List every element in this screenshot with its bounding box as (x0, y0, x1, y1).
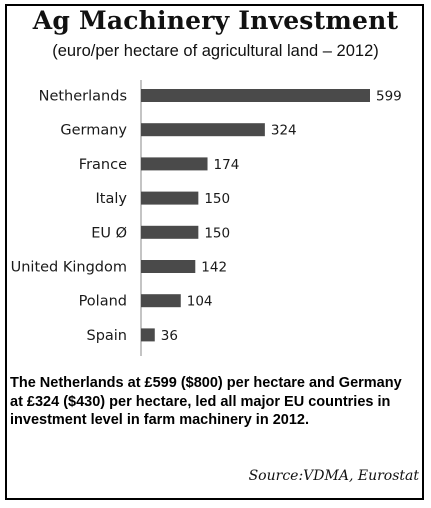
value-label-1: 324 (271, 123, 297, 139)
chart-title: Ag Machinery Investment (32, 6, 399, 35)
category-label-7: Spain (86, 328, 127, 344)
value-label-5: 142 (201, 260, 227, 276)
category-label-2: France (79, 157, 127, 173)
bar-6 (141, 294, 181, 308)
category-label-3: Italy (96, 191, 128, 207)
chart-subtitle: (euro/per hectare of agricultural land –… (52, 42, 379, 60)
value-label-4: 150 (204, 225, 230, 241)
bar-3 (141, 191, 199, 205)
infographic-frame (5, 4, 424, 500)
value-label-2: 174 (214, 157, 240, 173)
value-label-0: 599 (376, 89, 402, 105)
bar-chart: Netherlands 599 Germany 324 France 174 Italy 15… (11, 80, 402, 356)
category-label-6: Poland (79, 294, 127, 310)
category-label-0: Netherlands (39, 89, 127, 105)
bar-2 (141, 157, 208, 171)
value-label-3: 150 (204, 191, 230, 207)
bars-layer: Netherlands 599 Germany 324 France 174 Italy 15… (11, 89, 402, 344)
category-label-5: United Kingdom (11, 260, 127, 276)
bar-0 (141, 89, 370, 102)
value-label-6: 104 (187, 294, 213, 310)
bar-7 (141, 328, 155, 342)
category-label-4: EU Ø (91, 225, 127, 241)
source-note: Source:VDMA, Eurostat (248, 468, 419, 484)
bar-5 (141, 260, 196, 273)
bar-4 (141, 225, 199, 239)
chart-caption: The Netherlands at £599 ($800) per hecta… (10, 375, 402, 428)
category-label-1: Germany (60, 123, 127, 139)
value-label-7: 36 (161, 328, 178, 344)
bar-1 (141, 123, 265, 137)
